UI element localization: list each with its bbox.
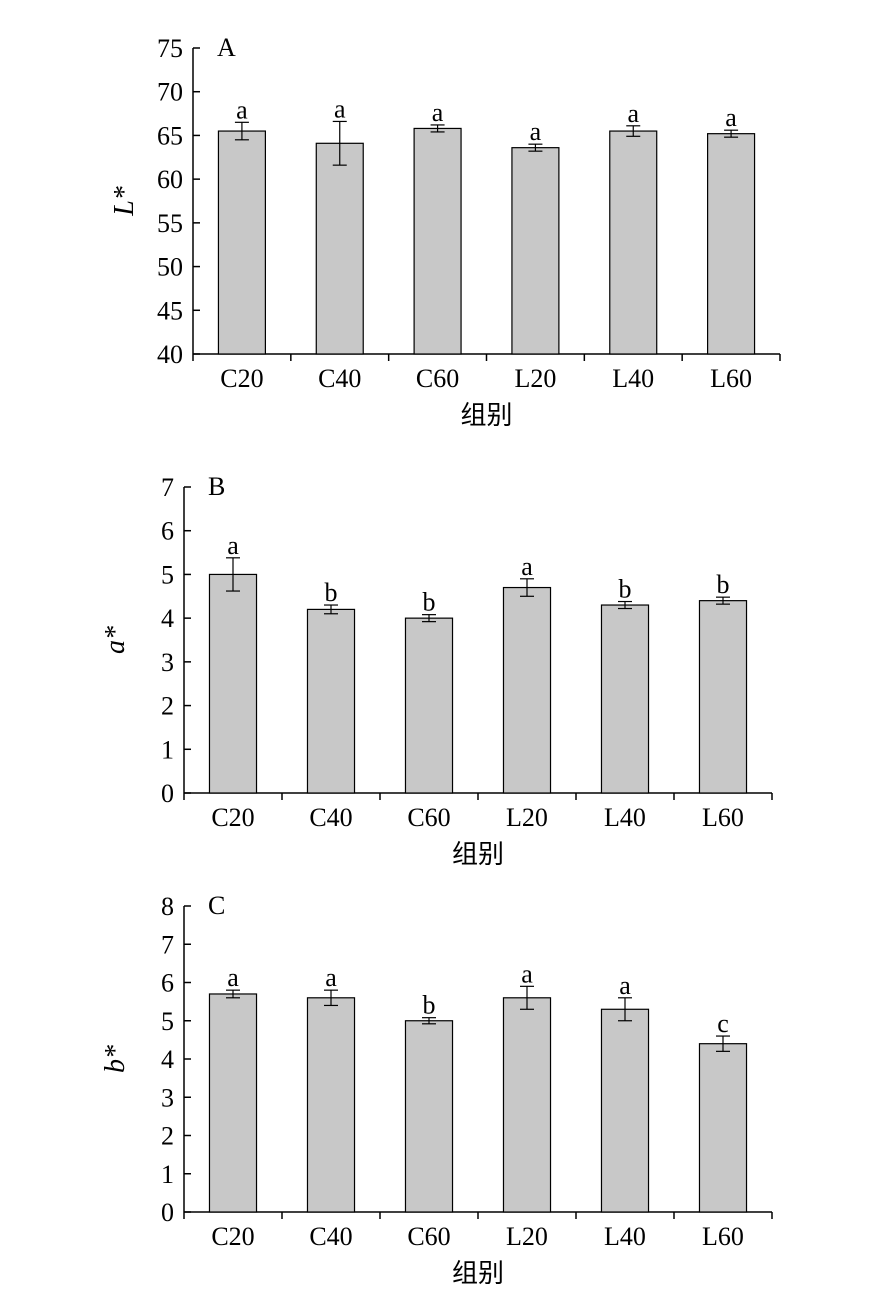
- x-tick-label: C40: [309, 803, 352, 832]
- significance-letter: c: [717, 1009, 729, 1038]
- x-tick-label: C60: [416, 364, 459, 393]
- panel-label: A: [217, 33, 236, 62]
- significance-letter: a: [530, 117, 542, 146]
- x-tick-label: C40: [318, 364, 361, 393]
- significance-letter: b: [619, 575, 632, 604]
- bar-l20: [511, 147, 560, 355]
- y-tick-label: 1: [161, 735, 174, 764]
- bar-l40: [609, 130, 658, 355]
- bar-l20: [502, 586, 552, 794]
- y-tick-label: 4: [161, 1045, 174, 1074]
- bar-c40: [306, 608, 356, 794]
- y-tick-label: 5: [161, 560, 174, 589]
- x-tick-label: L40: [604, 803, 646, 832]
- y-tick-label: 3: [161, 1083, 174, 1112]
- bar-l40: [600, 1008, 650, 1213]
- x-tick-label: C40: [309, 1222, 352, 1251]
- bar-c60: [404, 617, 454, 794]
- significance-letter: a: [627, 99, 639, 128]
- y-tick-label: 7: [161, 473, 174, 502]
- bar-c20: [208, 573, 258, 794]
- bar-l60: [698, 600, 748, 794]
- y-tick-label: 75: [157, 34, 183, 63]
- significance-letter: b: [423, 991, 436, 1020]
- significance-letter: a: [334, 94, 346, 123]
- x-tick-label: C60: [407, 1222, 450, 1251]
- y-tick-label: 45: [157, 296, 183, 325]
- y-tick-label: 6: [161, 517, 174, 546]
- x-tick-label: C60: [407, 803, 450, 832]
- bar-l60: [698, 1043, 748, 1213]
- y-tick-label: 65: [157, 121, 183, 150]
- y-tick-label: 60: [157, 165, 183, 194]
- y-tick-label: 5: [161, 1007, 174, 1036]
- x-tick-label: C20: [211, 803, 254, 832]
- y-tick-label: 2: [161, 692, 174, 721]
- x-tick-label: L20: [506, 803, 548, 832]
- y-tick-label: 70: [157, 78, 183, 107]
- bar-c20: [217, 130, 266, 355]
- x-tick-label: C20: [220, 364, 263, 393]
- y-tick-label: 6: [161, 969, 174, 998]
- x-tick-label: L60: [710, 364, 752, 393]
- bar-c60: [413, 127, 462, 355]
- significance-letter: a: [432, 98, 444, 127]
- x-tick-label: L60: [702, 803, 744, 832]
- panel-label: B: [208, 472, 225, 501]
- y-axis-title: b*: [100, 1045, 131, 1073]
- y-tick-label: 4: [161, 604, 174, 633]
- bar-c40: [315, 142, 364, 355]
- x-tick-label: L60: [702, 1222, 744, 1251]
- chart-panel-c: 0 1 2 3 4 5 6 7 8 a C20 a C40 b C60 a L20 a L40 c L60 Cb* 组别: [100, 891, 773, 1288]
- significance-letter: b: [325, 578, 338, 607]
- significance-letter: b: [423, 588, 436, 617]
- x-axis-title: 组别: [452, 840, 504, 869]
- significance-letter: a: [236, 95, 248, 124]
- y-axis-title: a*: [100, 626, 131, 654]
- y-tick-label: 55: [157, 209, 183, 238]
- bar-c40: [306, 997, 356, 1213]
- x-tick-label: L20: [514, 364, 556, 393]
- y-tick-label: 2: [161, 1122, 174, 1151]
- significance-letter: b: [717, 570, 730, 599]
- significance-letter: a: [725, 103, 737, 132]
- y-axis-title: L*: [109, 186, 140, 217]
- x-tick-label: L40: [604, 1222, 646, 1251]
- y-tick-label: 40: [157, 340, 183, 369]
- x-tick-label: L20: [506, 1222, 548, 1251]
- significance-letter: a: [521, 959, 533, 988]
- x-tick-label: C20: [211, 1222, 254, 1251]
- y-tick-label: 7: [161, 930, 174, 959]
- panel-label: C: [208, 891, 225, 920]
- bar-c60: [404, 1020, 454, 1213]
- y-tick-label: 3: [161, 648, 174, 677]
- y-tick-label: 0: [161, 1198, 174, 1227]
- bar-l20: [502, 997, 552, 1213]
- significance-letter: a: [619, 971, 631, 1000]
- bar-c20: [208, 993, 258, 1213]
- bar-l60: [707, 133, 756, 355]
- significance-letter: a: [521, 552, 533, 581]
- y-tick-label: 0: [161, 779, 174, 808]
- x-tick-label: L40: [612, 364, 654, 393]
- significance-letter: a: [227, 963, 239, 992]
- significance-letter: a: [325, 963, 337, 992]
- y-tick-label: 1: [161, 1160, 174, 1189]
- x-axis-title: 组别: [452, 1259, 504, 1288]
- y-tick-label: 50: [157, 253, 183, 282]
- chart-panel-b: 0 1 2 3 4 5 6 7 a C20 b C40 b C60 a L20 b L40 b L60 Ba* 组别: [100, 472, 773, 869]
- y-tick-label: 8: [161, 892, 174, 921]
- significance-letter: a: [227, 531, 239, 560]
- chart-panel-a: 40 45 50 55 60 65 70 75 a C20 a C40 a C60 a L20 a L40 a L60…: [109, 33, 781, 430]
- bar-l40: [600, 604, 650, 794]
- x-axis-title: 组别: [460, 401, 512, 430]
